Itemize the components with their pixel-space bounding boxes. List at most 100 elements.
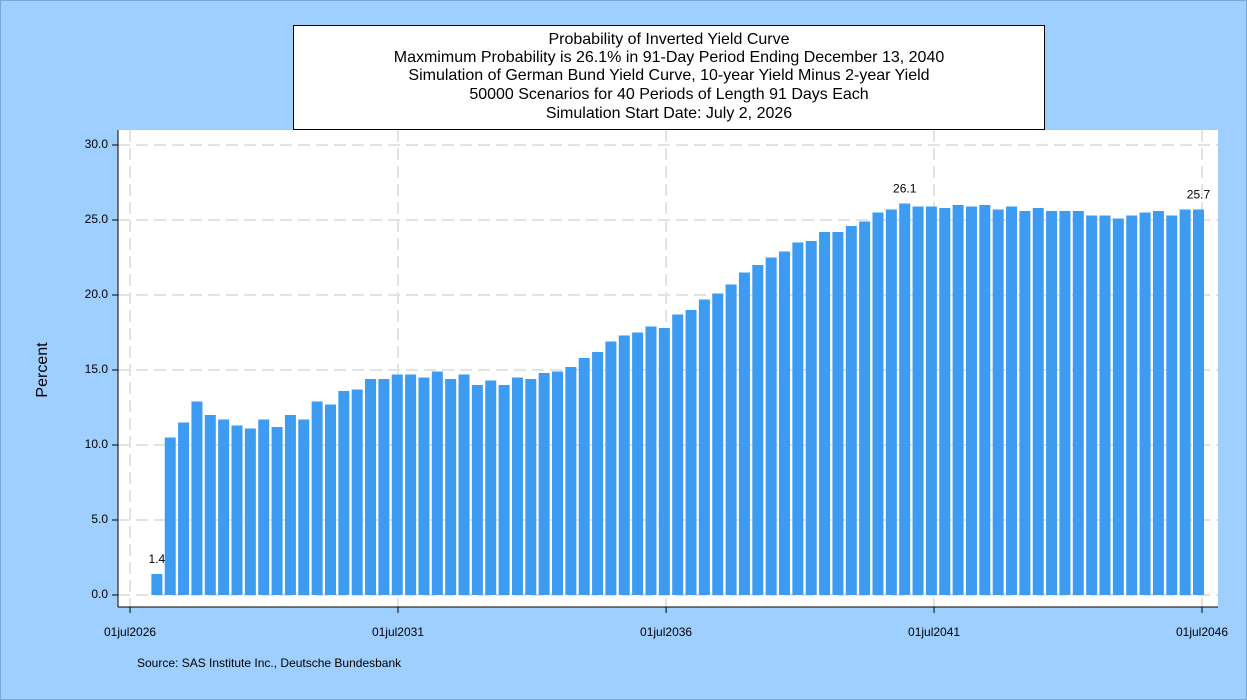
bar bbox=[979, 205, 991, 595]
bar bbox=[819, 232, 831, 595]
bar bbox=[204, 415, 216, 595]
bar bbox=[1112, 218, 1124, 595]
y-tick-label: 30.0 bbox=[85, 137, 109, 151]
bar bbox=[1086, 215, 1098, 595]
bar bbox=[1072, 211, 1084, 595]
bar bbox=[324, 404, 336, 595]
bar bbox=[351, 389, 363, 595]
bar bbox=[992, 209, 1004, 595]
bar bbox=[1179, 209, 1191, 595]
bar bbox=[458, 374, 470, 595]
bar bbox=[925, 206, 937, 595]
bar bbox=[805, 241, 817, 595]
bar bbox=[965, 206, 977, 595]
x-tick-label: 01jul2041 bbox=[908, 625, 960, 639]
chart-subtitle: 50000 Scenarios for 40 Periods of Length… bbox=[469, 86, 868, 103]
bar bbox=[738, 272, 750, 595]
bar bbox=[258, 419, 270, 595]
bar bbox=[191, 401, 203, 595]
x-tick-label: 01jul2031 bbox=[372, 625, 424, 639]
bar bbox=[1006, 206, 1018, 595]
bar bbox=[845, 226, 857, 595]
bar bbox=[792, 242, 804, 595]
bar bbox=[338, 391, 350, 595]
bar bbox=[365, 379, 377, 595]
bar bbox=[538, 373, 550, 595]
bar bbox=[952, 205, 964, 595]
bar bbox=[378, 379, 390, 595]
bar bbox=[685, 310, 697, 595]
bar bbox=[445, 379, 457, 595]
chart-subtitle: Maxmimum Probability is 26.1% in 91-Day … bbox=[394, 49, 945, 66]
y-tick-label: 20.0 bbox=[85, 287, 109, 301]
y-tick-label: 5.0 bbox=[91, 512, 108, 526]
bars: 1.4 26.1 25.7 bbox=[149, 182, 1211, 595]
bar bbox=[1192, 209, 1204, 595]
x-tick-label: 01jul2026 bbox=[104, 625, 156, 639]
bar bbox=[618, 335, 630, 595]
bar bbox=[939, 208, 951, 595]
bar bbox=[218, 419, 230, 595]
y-axis-label: Percent bbox=[34, 342, 51, 398]
x-tick-label: 01jul2036 bbox=[640, 625, 692, 639]
bar bbox=[899, 203, 911, 595]
bar bbox=[605, 341, 617, 595]
bar bbox=[1099, 215, 1111, 595]
bar bbox=[244, 428, 256, 595]
bar bbox=[405, 374, 417, 595]
bar bbox=[725, 284, 737, 595]
bar bbox=[592, 352, 604, 595]
bar bbox=[752, 265, 764, 595]
bar bbox=[672, 314, 684, 595]
bar bbox=[1126, 215, 1138, 595]
chart-subtitle: Simulation Start Date: July 2, 2026 bbox=[546, 105, 792, 122]
bar bbox=[311, 401, 323, 595]
bar bbox=[151, 574, 163, 595]
bar bbox=[885, 209, 897, 595]
bar bbox=[765, 257, 777, 595]
bar bbox=[698, 299, 710, 595]
y-tick-label: 10.0 bbox=[85, 437, 109, 451]
bar bbox=[658, 328, 670, 595]
data-label: 25.7 bbox=[1187, 188, 1211, 202]
data-label: 26.1 bbox=[893, 182, 917, 196]
bar bbox=[298, 419, 310, 595]
bar bbox=[1032, 208, 1044, 595]
bar bbox=[391, 374, 403, 595]
y-tick-label: 25.0 bbox=[85, 212, 109, 226]
chart-subtitle: Simulation of German Bund Yield Curve, 1… bbox=[408, 67, 929, 84]
bar bbox=[284, 415, 296, 595]
chart-title: Probability of Inverted Yield Curve bbox=[548, 31, 789, 48]
bar bbox=[485, 380, 497, 595]
bar bbox=[645, 326, 657, 595]
y-tick-label: 15.0 bbox=[85, 362, 109, 376]
bar bbox=[178, 422, 190, 595]
title-box bbox=[293, 25, 1045, 130]
bar bbox=[1152, 211, 1164, 595]
bar bbox=[859, 221, 871, 595]
y-tick-label: 0.0 bbox=[91, 587, 108, 601]
bar bbox=[525, 379, 537, 595]
bar bbox=[1166, 215, 1178, 595]
bar bbox=[1059, 211, 1071, 595]
bar bbox=[1019, 211, 1031, 595]
bar bbox=[1139, 212, 1151, 595]
bar bbox=[471, 385, 483, 595]
bar bbox=[565, 367, 577, 595]
bar bbox=[271, 427, 283, 595]
bar bbox=[578, 358, 590, 595]
bar bbox=[712, 293, 724, 595]
bar bbox=[1046, 211, 1058, 595]
bar bbox=[779, 251, 791, 595]
bar bbox=[832, 232, 844, 595]
x-tick-label: 01jul2046 bbox=[1176, 625, 1228, 639]
bar bbox=[511, 377, 523, 595]
bar bbox=[872, 212, 884, 595]
bar bbox=[164, 437, 176, 595]
bar bbox=[498, 385, 510, 595]
axes: 0.0 5.0 10.0 15.0 20.0 25.0 30.0 01jul2026 01jul… bbox=[85, 130, 1228, 639]
bar bbox=[431, 371, 443, 595]
source-note: Source: SAS Institute Inc., Deutsche Bun… bbox=[137, 656, 402, 670]
data-label: 1.4 bbox=[149, 552, 166, 566]
